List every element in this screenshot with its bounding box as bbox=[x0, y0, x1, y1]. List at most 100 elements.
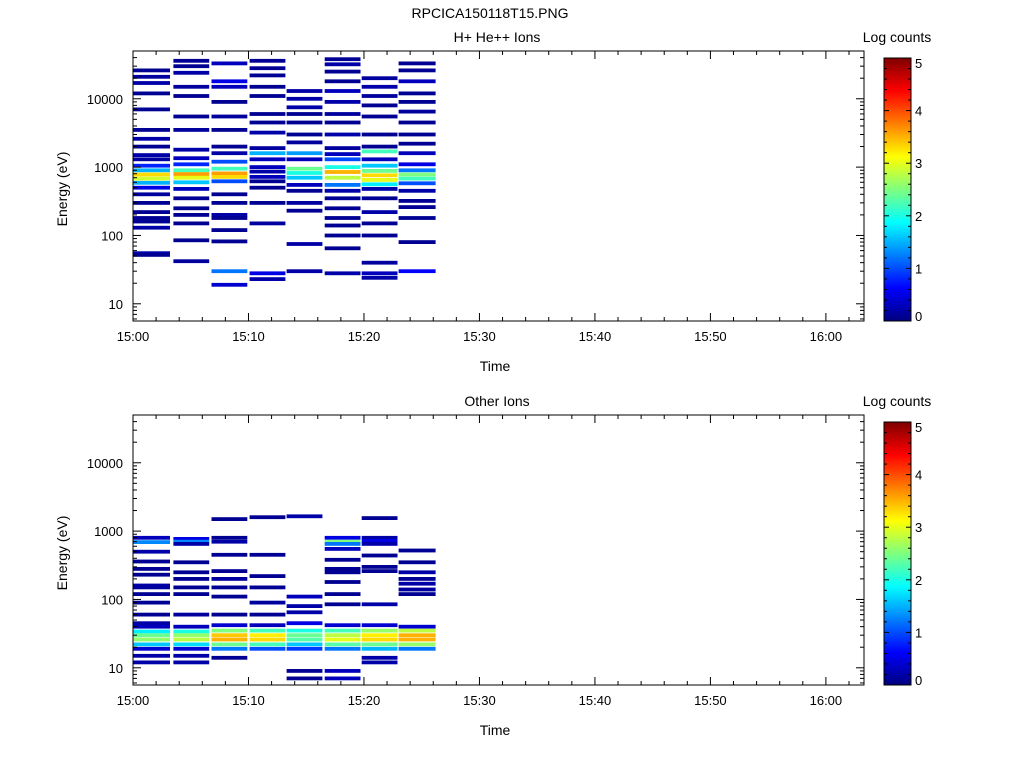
heatmap-cell bbox=[133, 585, 170, 590]
heatmap-cell bbox=[133, 621, 170, 626]
heatmap-cell bbox=[286, 120, 323, 125]
heatmap-cell bbox=[211, 628, 248, 633]
heatmap-cell bbox=[133, 128, 170, 132]
heatmap-cell bbox=[133, 559, 170, 564]
heatmap-cell bbox=[361, 178, 398, 182]
heatmap-cell bbox=[211, 151, 248, 156]
panel-other-ions: Other Ions Log counts Time Energy (eV) 1… bbox=[54, 393, 931, 738]
heatmap-cell bbox=[133, 136, 170, 141]
heatmap-cell bbox=[324, 196, 361, 201]
heatmap-cell bbox=[133, 653, 170, 658]
heatmap-cell bbox=[249, 623, 286, 628]
heatmap-cell bbox=[286, 621, 323, 626]
heatmap-cell bbox=[133, 549, 170, 554]
heatmap-cell bbox=[173, 624, 210, 629]
heatmap-cell bbox=[133, 567, 170, 571]
y-axis-label: Energy (eV) bbox=[54, 516, 70, 591]
heatmap-cell bbox=[398, 592, 436, 596]
heatmap-cell bbox=[286, 112, 323, 116]
heatmap-cell bbox=[133, 660, 170, 665]
heatmap-cell bbox=[249, 151, 286, 156]
heatmap-cell bbox=[286, 646, 323, 651]
heatmap-cell bbox=[211, 216, 248, 220]
heatmap-cell bbox=[361, 633, 398, 638]
y-tick-label: 10 bbox=[109, 297, 123, 312]
heatmap-cell bbox=[211, 633, 248, 638]
heatmap-cell bbox=[286, 594, 323, 599]
heatmap-cell bbox=[249, 185, 286, 190]
heatmap-cell bbox=[173, 147, 210, 152]
heatmap-cell bbox=[286, 132, 323, 137]
heatmap-cell bbox=[398, 151, 436, 156]
x-axis-label: Time bbox=[480, 358, 511, 374]
heatmap-cell bbox=[361, 565, 398, 569]
heatmap-cell bbox=[211, 552, 248, 557]
heatmap-cell bbox=[133, 180, 170, 185]
heatmap-cell bbox=[324, 69, 361, 74]
heatmap-cell bbox=[398, 188, 436, 193]
heatmap-cell bbox=[249, 112, 286, 116]
heatmap-cell bbox=[133, 185, 170, 190]
heatmap-cell bbox=[324, 175, 361, 180]
plot-frame bbox=[132, 50, 865, 322]
heatmap-cell bbox=[133, 592, 170, 596]
colorbar-tick-label: 4 bbox=[915, 468, 922, 483]
heatmap-cell bbox=[361, 103, 398, 108]
heatmap-cell bbox=[324, 567, 361, 571]
heatmap-cell bbox=[211, 612, 248, 617]
heatmap-cell bbox=[249, 146, 286, 150]
heatmap-cell bbox=[173, 128, 210, 132]
heatmap-cell bbox=[324, 157, 361, 162]
heatmap-cell bbox=[286, 105, 323, 110]
heatmap-cell bbox=[398, 120, 436, 125]
heatmap-cell bbox=[249, 130, 286, 135]
heatmap-cell bbox=[324, 570, 361, 575]
heatmap-cell bbox=[361, 132, 398, 137]
heatmap-cell bbox=[133, 624, 170, 629]
heatmap-cell bbox=[324, 535, 361, 540]
heatmap-cell bbox=[324, 646, 361, 651]
heatmap-cell bbox=[133, 81, 170, 85]
heatmap-cell bbox=[361, 114, 398, 119]
heatmap-cell bbox=[324, 592, 361, 596]
heatmap-cell bbox=[211, 655, 248, 660]
heatmap-cell bbox=[211, 569, 248, 573]
heatmap-cell bbox=[173, 642, 210, 647]
x-tick-label: 15:10 bbox=[232, 693, 265, 708]
heatmap-cell bbox=[286, 514, 323, 519]
heatmap-cell bbox=[211, 642, 248, 647]
heatmap-cell bbox=[361, 221, 398, 226]
heatmap-cell bbox=[173, 570, 210, 575]
heatmap-cell bbox=[324, 669, 361, 673]
heatmap-cell bbox=[173, 629, 210, 634]
heatmap-cell bbox=[249, 271, 286, 276]
heatmap-cell bbox=[211, 175, 248, 179]
colorbar-tick-label: 1 bbox=[915, 625, 922, 640]
heatmap-cell bbox=[361, 602, 398, 607]
heatmap-cell bbox=[249, 642, 286, 647]
heatmap-cell bbox=[211, 128, 248, 132]
heatmap-cell bbox=[173, 84, 210, 89]
heatmap-cell bbox=[361, 623, 398, 628]
heatmap-cell bbox=[173, 213, 210, 217]
heatmap-cell bbox=[249, 84, 286, 89]
axis-ticks: 15:00 15:10 15:20 15:30 15:40 15:50 16:00 10 100… bbox=[87, 414, 864, 708]
heatmap-cell bbox=[249, 175, 286, 179]
heatmap-cell bbox=[324, 233, 361, 238]
heatmap-cell bbox=[324, 580, 361, 584]
heatmap-cell bbox=[398, 240, 436, 244]
heatmap-cell bbox=[324, 676, 361, 681]
heatmap-cell bbox=[211, 79, 248, 84]
heatmap-cell bbox=[211, 100, 248, 104]
heatmap-cell bbox=[249, 169, 286, 174]
heatmap-cell bbox=[173, 168, 210, 173]
heatmap-cell bbox=[324, 557, 361, 562]
heatmap-cell bbox=[173, 537, 210, 541]
colorbar bbox=[883, 57, 912, 322]
heatmap-cell bbox=[398, 91, 436, 96]
heatmap-cell bbox=[286, 140, 323, 145]
heatmap-cell bbox=[398, 642, 436, 647]
heatmap-cell bbox=[361, 275, 398, 280]
heatmap-cell bbox=[133, 572, 170, 577]
